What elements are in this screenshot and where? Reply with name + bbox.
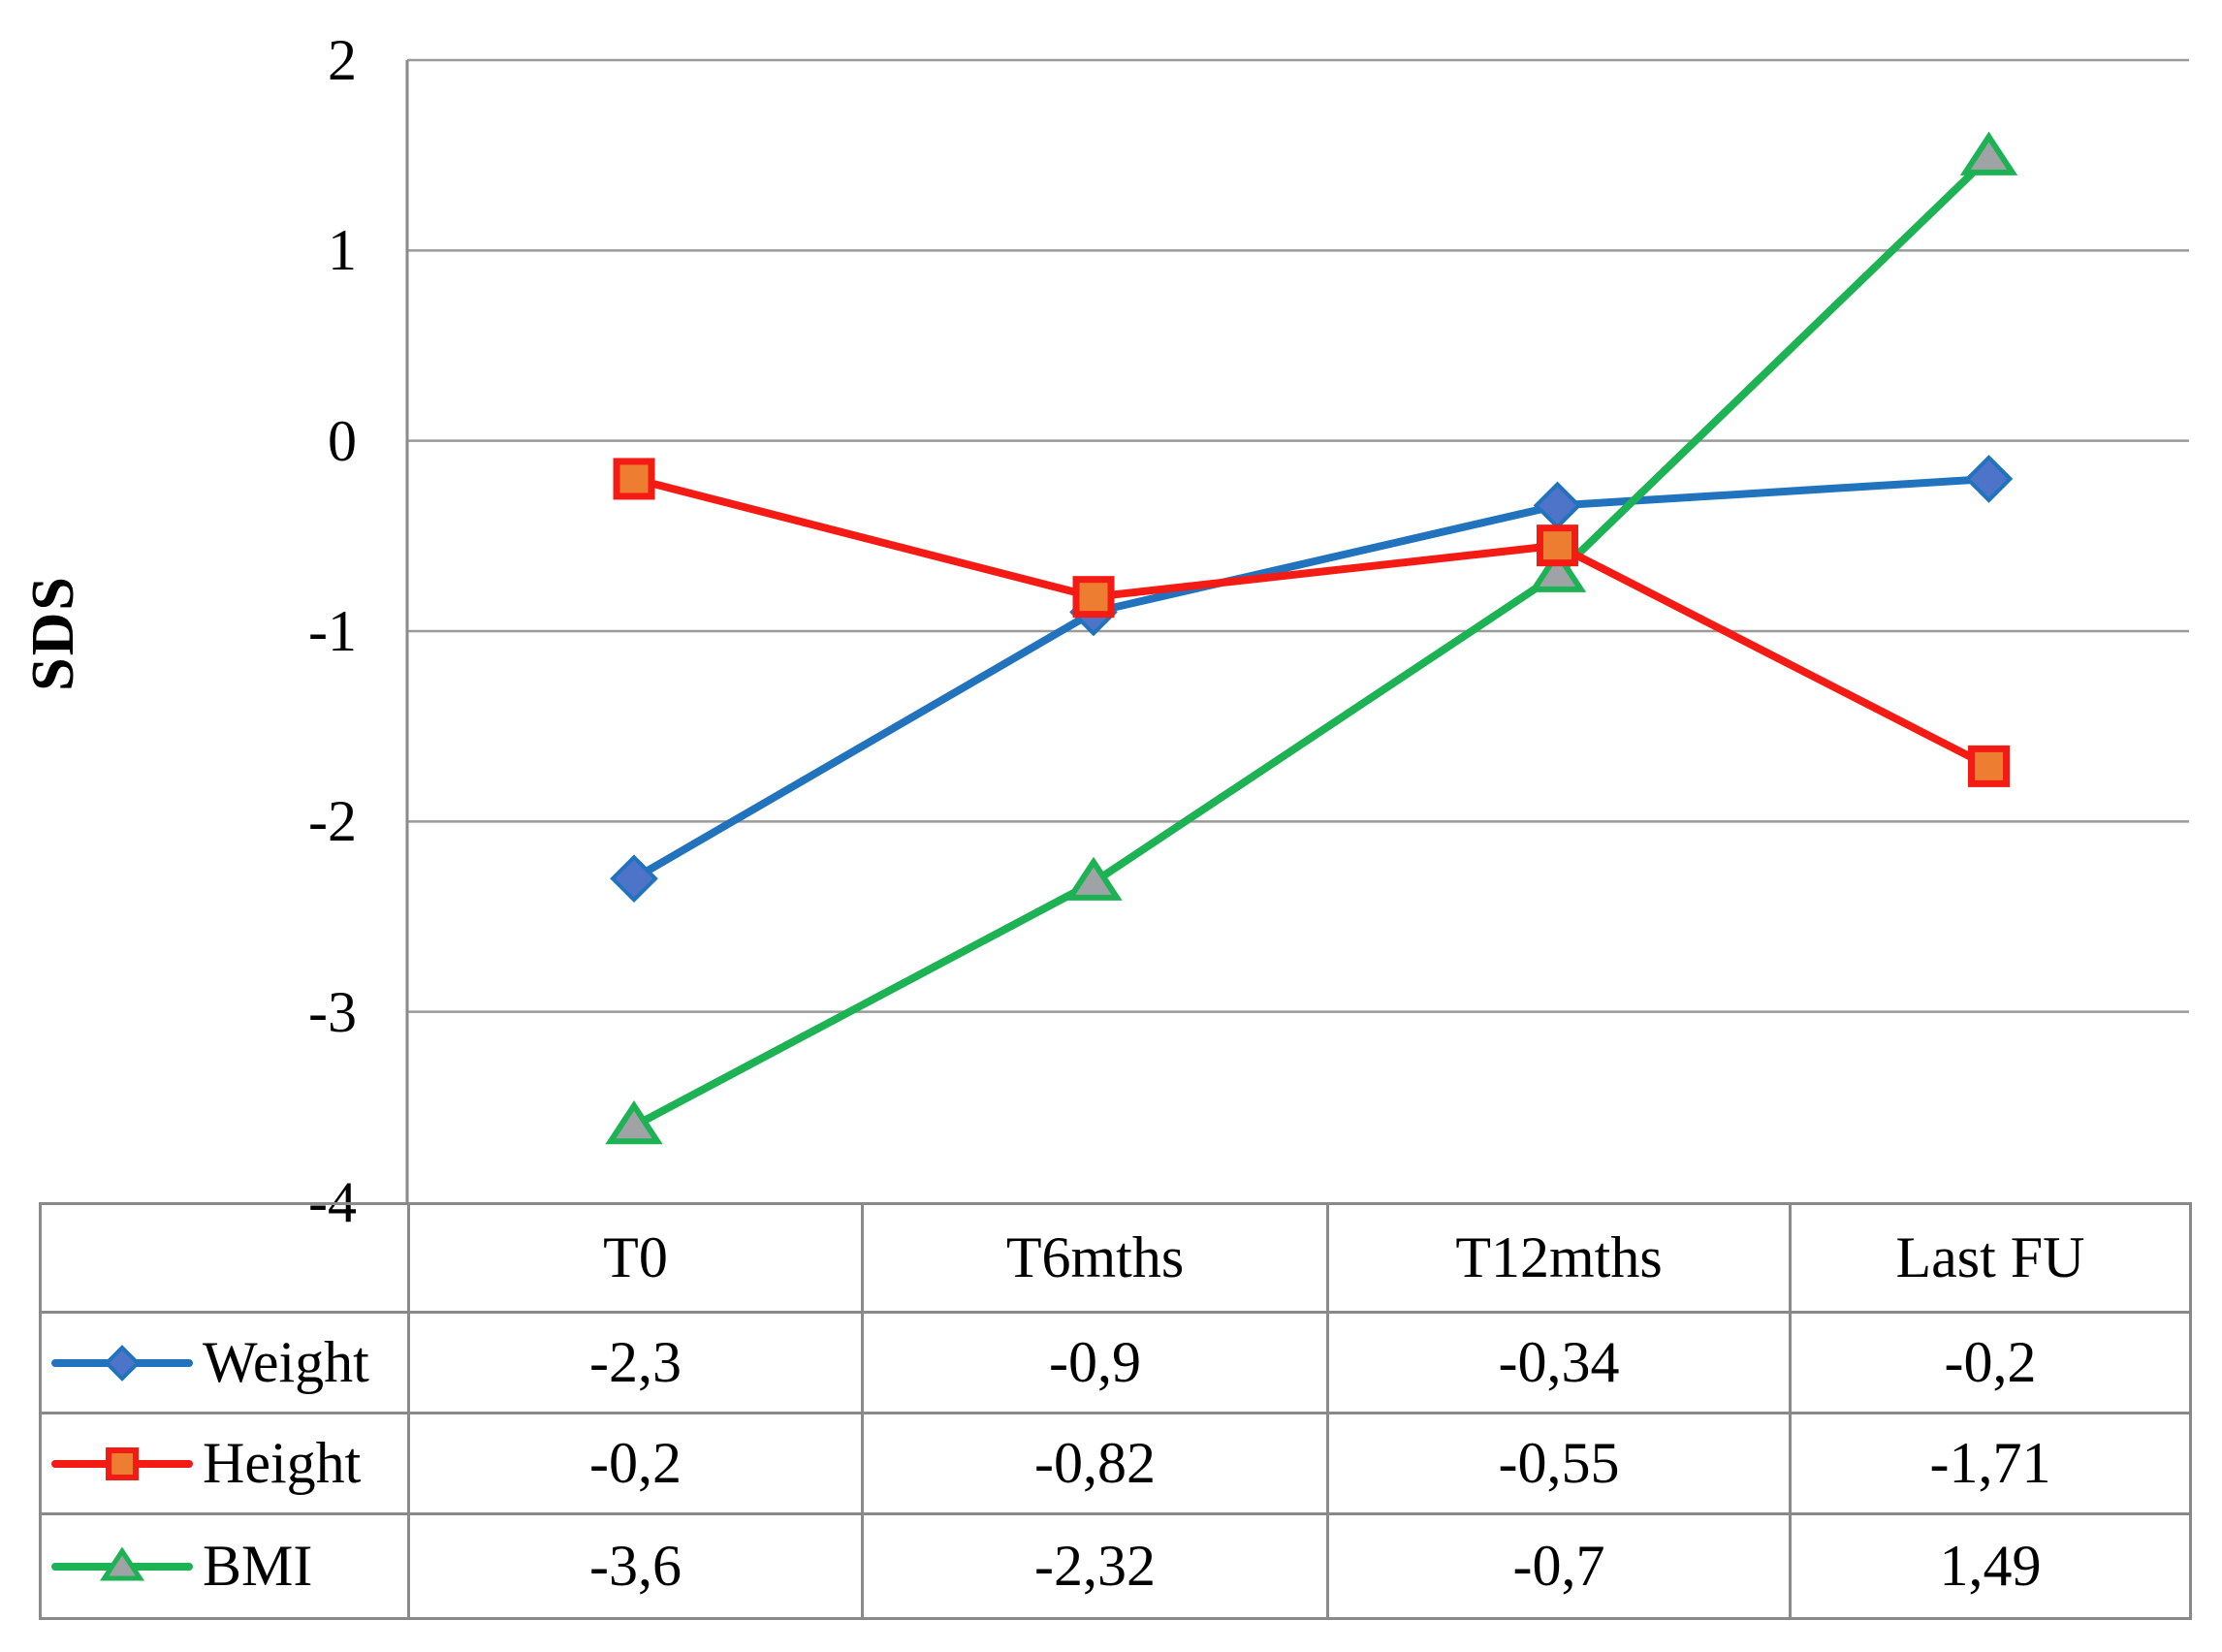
y-tick-label: 0	[328, 408, 357, 473]
legend-cell-bmi: BMI	[39, 1512, 410, 1620]
y-tick-label: -2	[308, 789, 357, 854]
series-line-weight	[630, 474, 1993, 883]
column-header-t0: T0	[407, 1202, 864, 1314]
value-cell-bmi-lastfu: 1,49	[1789, 1512, 2192, 1620]
series-line-height	[630, 474, 1993, 771]
series-marker-weight	[1964, 455, 2014, 503]
series-marker-weight	[1533, 481, 1582, 530]
value-cell-height-t0: -0,2	[407, 1412, 864, 1515]
table-row-weight: Weight -2,3 -0,9 -0,34 -0,2	[39, 1311, 2192, 1414]
value-cell-bmi-t0: -3,6	[407, 1512, 864, 1620]
series-label-height: Height	[203, 1431, 362, 1495]
legend-cell-height: Height	[39, 1412, 410, 1515]
series-label-weight: Weight	[203, 1330, 369, 1394]
series-marker-bmi	[1064, 856, 1123, 901]
series-marker-height	[1537, 524, 1578, 567]
column-header-t6mths: T6mths	[861, 1202, 1329, 1314]
series-marker-height	[1968, 745, 2010, 787]
series-label-bmi: BMI	[203, 1534, 313, 1598]
value-cell-bmi-t6mths: -2,32	[861, 1512, 1329, 1620]
column-header-lastfu: Last FU	[1789, 1202, 2192, 1314]
legend-key-bmi-icon	[51, 1545, 193, 1580]
series-marker-weight	[610, 854, 658, 904]
value-cell-bmi-t12mths: -0,7	[1326, 1512, 1792, 1620]
legend-marker-bmi	[99, 1545, 145, 1580]
y-tick-label: 2	[328, 28, 357, 92]
legend-key-weight-icon	[51, 1344, 193, 1382]
value-cell-height-t12mths: -0,55	[1326, 1412, 1792, 1515]
legend-marker-weight	[104, 1344, 141, 1382]
value-cell-height-t6mths: -0,82	[861, 1412, 1329, 1515]
series-marker-height	[613, 458, 655, 500]
table-row-height: Height -0,2 -0,82 -0,55 -1,71	[39, 1412, 2192, 1515]
table-header-row: T0 T6mths T12mths Last FU	[39, 1202, 2192, 1314]
y-tick-label: 1	[328, 218, 357, 283]
table-row-bmi: BMI -3,6 -2,32 -0,7 1,49	[39, 1512, 2192, 1620]
series-marker-height	[1072, 576, 1115, 619]
table-corner-spacer	[39, 1202, 410, 1314]
series-marker-bmi	[605, 1100, 663, 1145]
value-cell-height-lastfu: -1,71	[1789, 1412, 2192, 1515]
series-marker-bmi	[1959, 131, 2018, 175]
data-table: T0 T6mths T12mths Last FU Weight -2,3 -0…	[39, 1202, 2192, 1620]
value-cell-weight-t6mths: -0,9	[861, 1311, 1329, 1414]
y-tick-label: -3	[308, 979, 357, 1044]
legend-key-height-icon	[51, 1446, 193, 1480]
y-tick-label: -1	[308, 599, 357, 663]
legend-cell-weight: Weight	[39, 1311, 410, 1414]
value-cell-weight-t12mths: -0,34	[1326, 1311, 1792, 1414]
legend-marker-height	[106, 1446, 139, 1480]
column-header-t12mths: T12mths	[1326, 1202, 1792, 1314]
value-cell-weight-t0: -2,3	[407, 1311, 864, 1414]
value-cell-weight-lastfu: -0,2	[1789, 1311, 2192, 1414]
series-line-bmi	[630, 153, 1993, 1130]
series-marker-bmi	[1528, 548, 1587, 592]
